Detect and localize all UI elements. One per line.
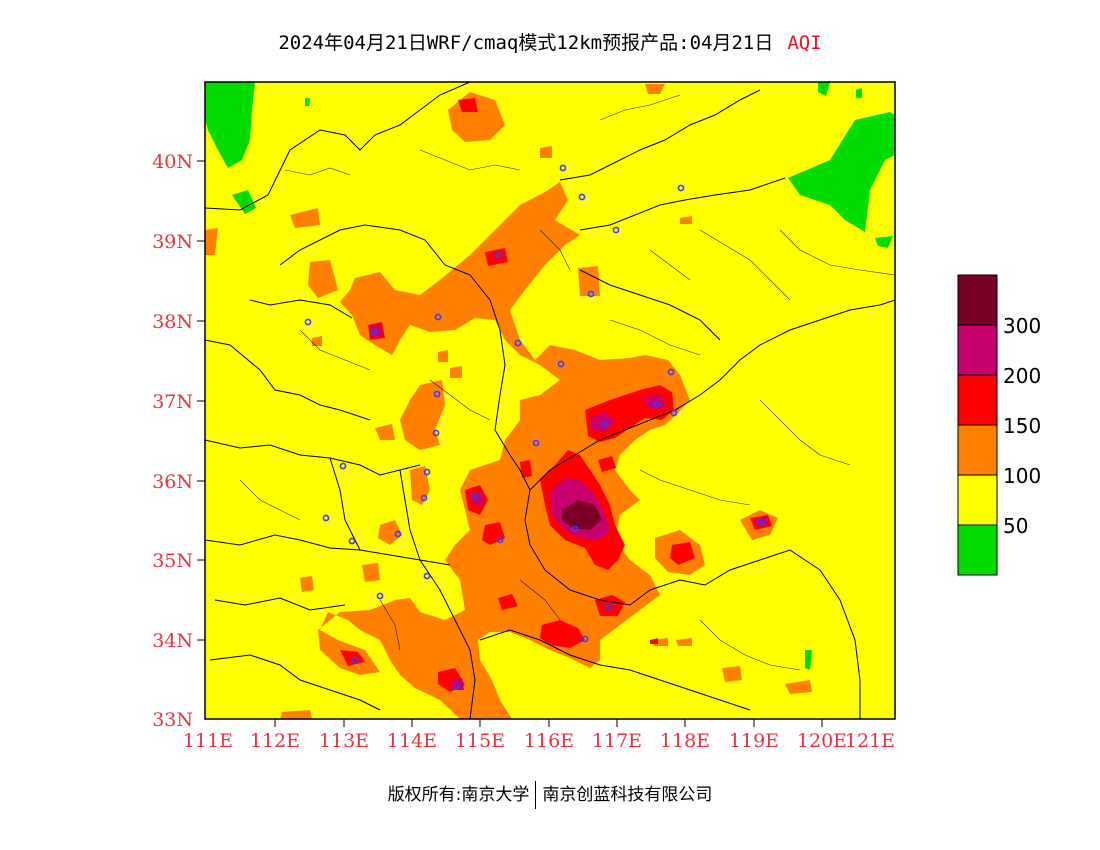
title-variable: AQI: [787, 32, 822, 54]
lat-label-39: 39N: [152, 231, 193, 253]
footer-left: 版权所有:南京大学: [387, 785, 530, 805]
lon-label-120: 120E: [797, 730, 847, 752]
copyright-footer: 版权所有:南京大学 南京创蓝科技有限公司: [0, 780, 1100, 809]
lon-label-119: 119E: [729, 730, 779, 752]
lon-label-118: 118E: [660, 730, 710, 752]
title-main: 2024年04月21日WRF/cmaq模式12km预报产品:04月21日: [278, 32, 774, 54]
lat-label-35: 35N: [152, 550, 193, 572]
lon-label-113: 113E: [319, 730, 369, 752]
lat-label-34: 34N: [152, 630, 193, 652]
lat-axis: 40N 39N 38N 37N 36N 35N 34N 33N: [152, 151, 205, 731]
aqi-legend: 300 200 150 100 50: [957, 274, 1041, 576]
footer-right: 南京创蓝科技有限公司: [542, 785, 713, 805]
lon-label-116: 116E: [524, 730, 574, 752]
legend-label-150: 150: [1003, 414, 1041, 438]
legend-swatch-yellow: [957, 474, 998, 526]
lat-label-40: 40N: [152, 151, 193, 173]
station-markers: [304, 164, 764, 690]
lat-label-38: 38N: [152, 311, 193, 333]
lon-label-114: 114E: [387, 730, 437, 752]
lon-label-111: 111E: [183, 730, 233, 752]
map-plot-area: [204, 81, 896, 720]
legend-swatch-maroon: [957, 274, 998, 326]
province-boundaries: [204, 81, 896, 720]
lon-label-115: 115E: [455, 730, 505, 752]
lon-label-117: 117E: [592, 730, 642, 752]
lon-label-121: 121E: [845, 730, 895, 752]
legend-swatch-green: [957, 524, 998, 576]
lat-label-33: 33N: [152, 709, 193, 731]
legend-label-300: 300: [1003, 314, 1041, 338]
maroon-zones: [562, 500, 602, 530]
green-zones: [205, 82, 895, 670]
lat-label-37: 37N: [152, 391, 193, 413]
lat-label-36: 36N: [152, 471, 193, 493]
lon-axis: 111E 112E 113E 114E 115E 116E 117E 118E …: [183, 719, 895, 752]
legend-swatch-orange: [957, 424, 998, 476]
footer-separator: [535, 781, 537, 809]
lon-label-112: 112E: [250, 730, 300, 752]
legend-label-200: 200: [1003, 364, 1041, 388]
legend-label-50: 50: [1003, 514, 1028, 538]
map-title: 2024年04月21日WRF/cmaq模式12km预报产品:04月21日 AQI: [0, 28, 1100, 55]
legend-swatch-red: [957, 374, 998, 426]
county-boundaries: [239, 94, 896, 671]
legend-swatch-magenta: [957, 324, 998, 376]
legend-label-100: 100: [1003, 464, 1041, 488]
